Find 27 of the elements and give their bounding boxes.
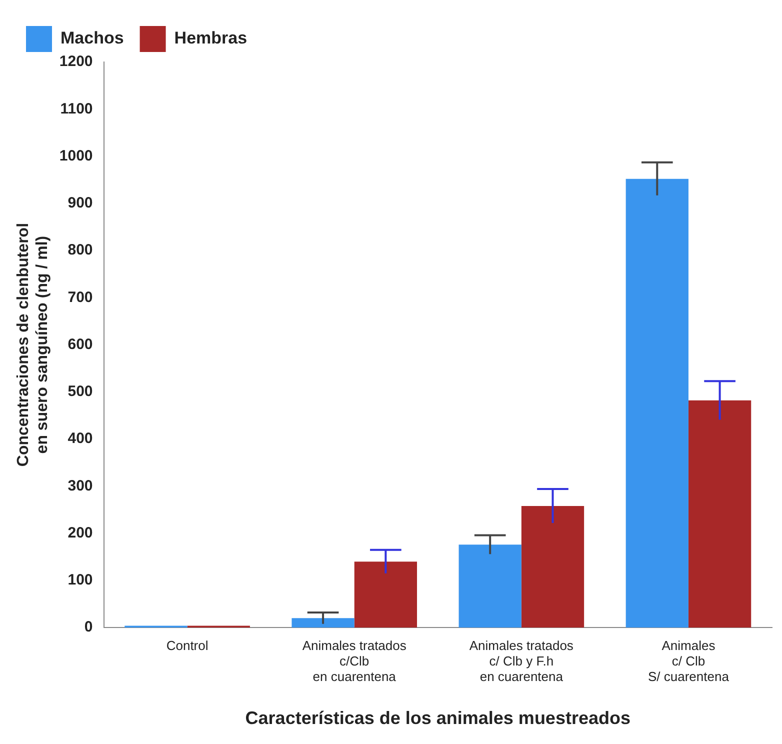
- x-tick-label: Animales tratados c/ Clb y F.h en cuarentena: [469, 638, 574, 684]
- x-tick-label: Animales tratados c/Clb en cuarentena: [302, 638, 407, 684]
- y-axis-title: Concentraciones de clenbuterol en suero sanguíneo (ng / ml): [15, 222, 52, 467]
- y-tick-label: 700: [68, 288, 93, 306]
- y-tick-label: 300: [68, 477, 93, 494]
- y-tick-label: 600: [68, 336, 93, 353]
- y-tick-label: 400: [68, 430, 93, 448]
- x-tick-label: Control: [166, 638, 208, 653]
- y-tick-label: 0: [84, 618, 93, 636]
- bar: [458, 544, 522, 628]
- legend-label: Machos: [60, 28, 124, 48]
- y-tick-label: 1100: [60, 100, 93, 118]
- y-tick-label: 100: [68, 572, 93, 589]
- legend-label: Hembras: [174, 28, 248, 48]
- bar: [292, 618, 354, 628]
- x-axis-title: Características de los animales muestreados: [245, 708, 630, 728]
- y-tick-label: 800: [68, 242, 93, 259]
- bar: [354, 562, 418, 628]
- y-tick-label: 1200: [59, 53, 93, 70]
- x-tick-label: Animales c/ Clb S/ cuarentena: [648, 638, 730, 684]
- y-tick-label: 500: [68, 383, 93, 400]
- y-tick-label: 900: [68, 194, 93, 212]
- y-tick-label: 200: [68, 524, 93, 542]
- bar: [626, 178, 688, 628]
- y-tick-label: 1000: [59, 147, 93, 164]
- bar: [521, 506, 584, 628]
- bar: [688, 400, 752, 628]
